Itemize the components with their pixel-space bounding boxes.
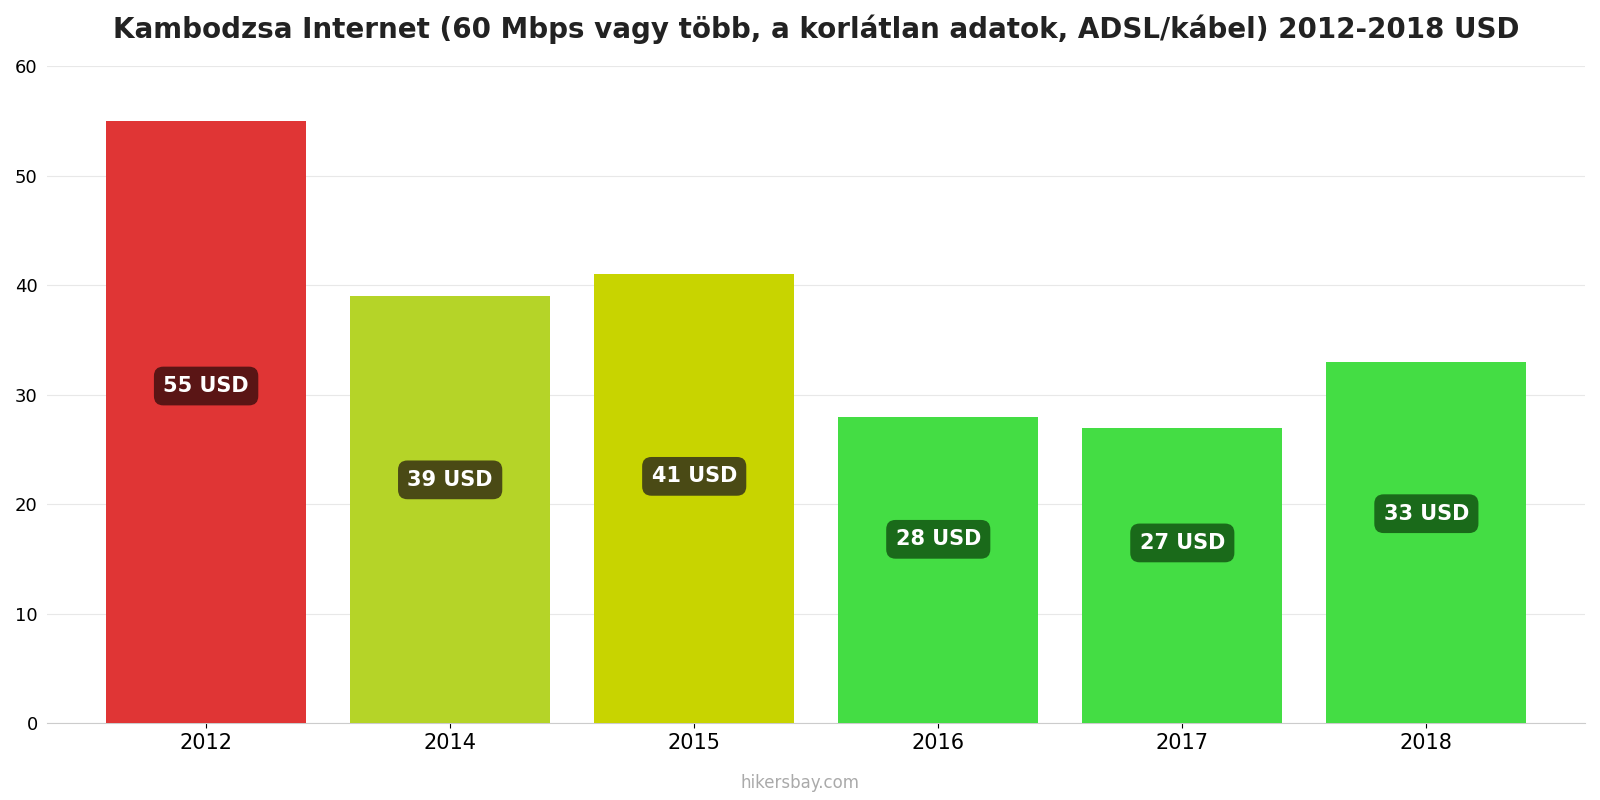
- Text: 27 USD: 27 USD: [1139, 533, 1226, 553]
- Text: 33 USD: 33 USD: [1384, 504, 1469, 524]
- Bar: [106, 121, 306, 723]
- Text: 28 USD: 28 USD: [896, 530, 981, 550]
- Bar: [350, 296, 550, 723]
- Text: 39 USD: 39 USD: [408, 470, 493, 490]
- Text: hikersbay.com: hikersbay.com: [741, 774, 859, 792]
- Bar: [594, 274, 794, 723]
- Bar: [838, 417, 1038, 723]
- Text: 41 USD: 41 USD: [651, 466, 738, 486]
- Text: 55 USD: 55 USD: [163, 376, 250, 396]
- Title: Kambodzsa Internet (60 Mbps vagy több, a korlátlan adatok, ADSL/kábel) 2012-2018: Kambodzsa Internet (60 Mbps vagy több, a…: [114, 15, 1520, 45]
- Bar: [1326, 362, 1526, 723]
- Bar: [1082, 428, 1282, 723]
